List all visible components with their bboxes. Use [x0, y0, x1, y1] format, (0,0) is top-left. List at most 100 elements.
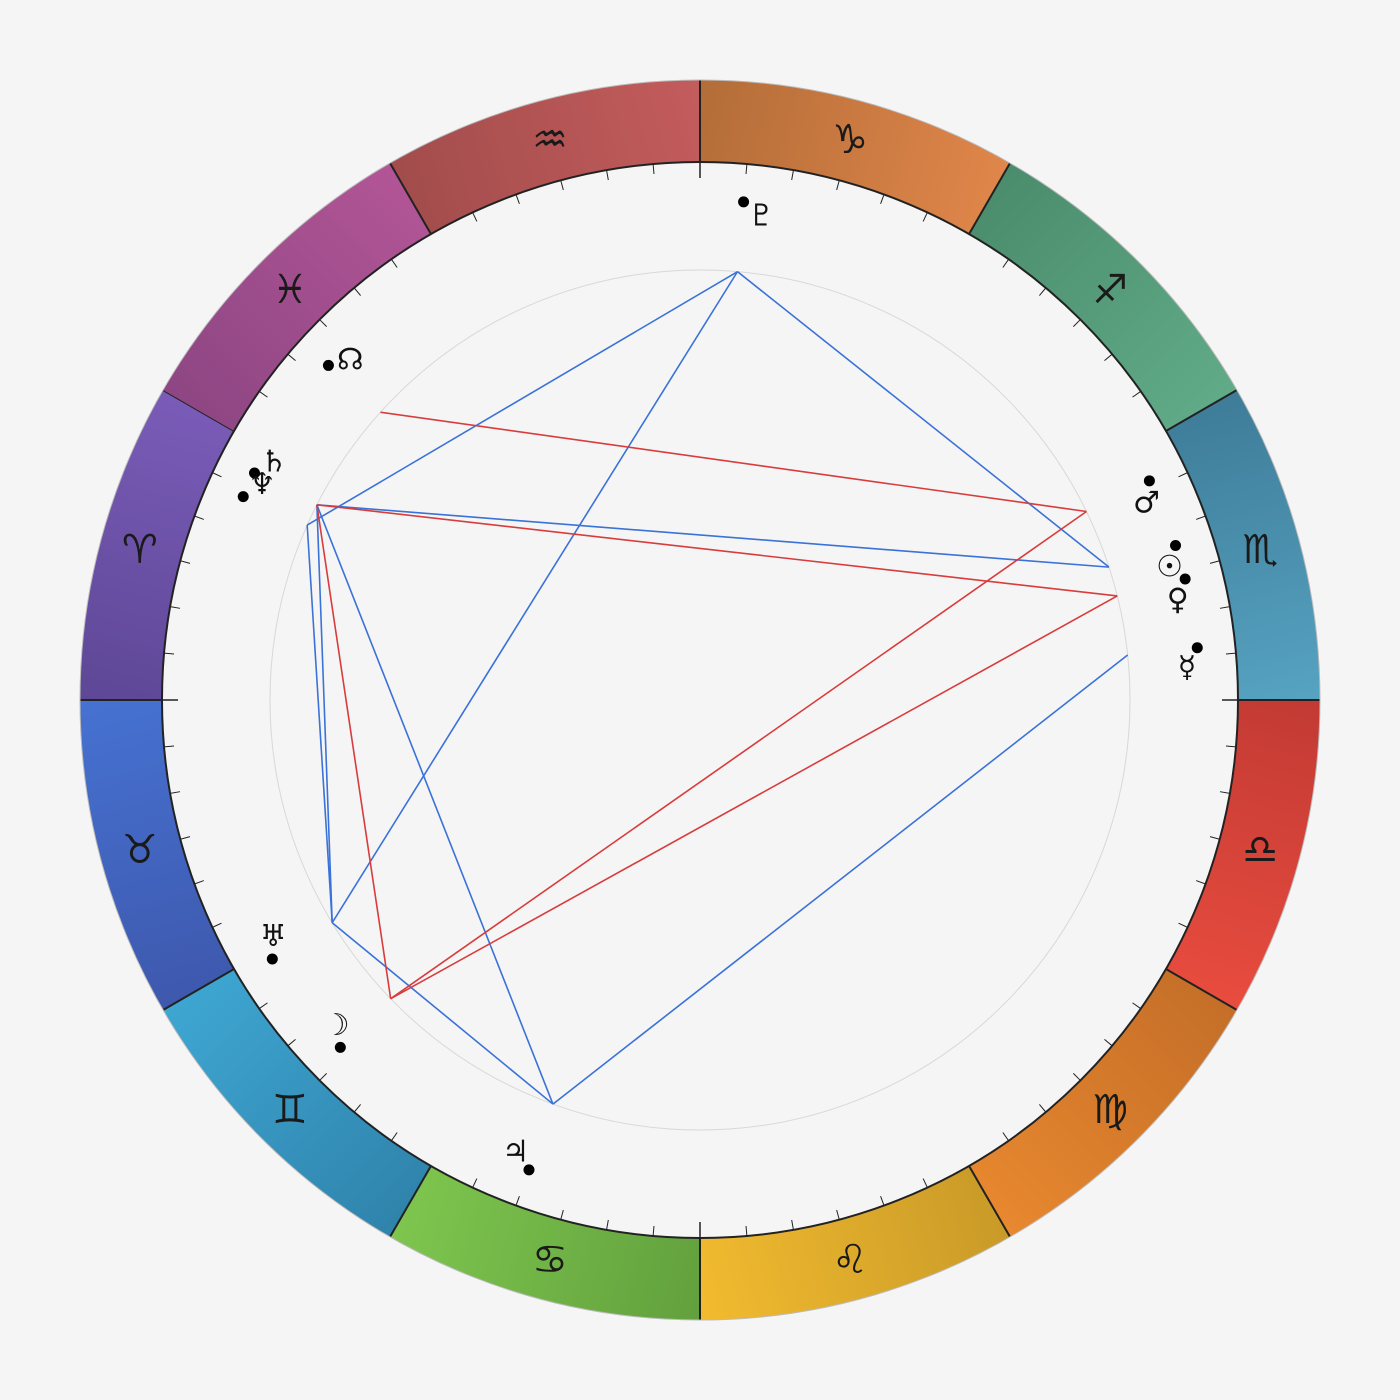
sign-divider — [162, 968, 235, 1011]
degree-tick — [880, 194, 885, 205]
degree-tick — [353, 1104, 361, 1113]
aspect-line-pluto-sun — [736, 271, 1110, 568]
sign-segment-leo — [700, 1165, 1010, 1320]
degree-tick — [836, 180, 840, 191]
degree-tick — [164, 652, 175, 655]
degree-tick — [1209, 560, 1220, 564]
planet-dot-mercury — [1191, 642, 1203, 654]
degree-tick — [1132, 1002, 1141, 1009]
degree-tick — [259, 1002, 268, 1009]
degree-tick — [287, 1039, 296, 1047]
sign-segment-libra — [1165, 700, 1320, 1010]
planet-dot-saturn — [248, 467, 260, 479]
degree-tick — [170, 606, 181, 609]
sign-symbol-libra: ♎ — [1242, 827, 1278, 873]
degree-tick — [922, 1178, 928, 1188]
degree-tick — [1072, 1072, 1081, 1081]
planet-dot-venus — [1179, 573, 1191, 585]
outer-wheel-edge — [79, 79, 1321, 1321]
degree-tick — [1225, 652, 1236, 655]
degree-tick — [1219, 791, 1230, 794]
planet-dot-mars — [1143, 475, 1155, 487]
planet-symbol-moon: ☽ — [323, 1008, 350, 1043]
sign-symbol-taurus: ♉ — [122, 827, 158, 873]
degree-tick — [1209, 836, 1220, 840]
sign-segment-capricorn — [700, 80, 1010, 235]
degree-tick — [472, 1178, 478, 1188]
degree-tick — [180, 560, 191, 564]
sign-divider — [1165, 389, 1238, 432]
planet-symbol-venus: ♀ — [1167, 583, 1189, 618]
sign-segment-cancer — [390, 1165, 700, 1320]
planet-symbol-uranus: ♅ — [260, 919, 287, 954]
degree-tick — [319, 1072, 328, 1081]
planet-dot-neptune — [237, 491, 249, 503]
degree-tick — [319, 319, 328, 328]
degree-tick — [1039, 1104, 1047, 1113]
degree-tick — [259, 391, 268, 398]
degree-tick — [1072, 319, 1081, 328]
degree-tick — [836, 1209, 840, 1220]
aspect-line-uranus-neptune — [306, 525, 333, 923]
planet-dot-north-node — [322, 359, 334, 371]
planet-markers: ♅ ☽ ♃ ☿ ♀☉ ♂ ♇ ☊ ♄♆ — [237, 196, 1203, 1176]
sign-segment-sagittarius — [969, 163, 1237, 431]
sign-segment-gemini — [163, 969, 431, 1237]
sign-segment-scorpio — [1165, 390, 1320, 700]
planet-symbol-jupiter: ♃ — [502, 1134, 529, 1169]
planet-dot-pluto — [738, 196, 750, 208]
aspect-line-moon-venus — [390, 595, 1118, 1000]
sign-segment-pisces — [163, 163, 431, 431]
aspect-circle — [269, 269, 1131, 1131]
degree-tick — [391, 1132, 398, 1141]
sign-symbol-aquarius: ♒ — [532, 117, 568, 163]
sign-symbol-virgo: ♍ — [1092, 1087, 1128, 1133]
degree-tick — [194, 515, 205, 520]
planet-symbol-mars: ♂ — [1133, 486, 1160, 521]
degree-tick — [1178, 922, 1188, 928]
aspect-line-saturn-sun — [316, 503, 1110, 568]
sign-symbol-leo: ♌ — [832, 1237, 868, 1283]
sign-symbol-sagittarius: ♐ — [1092, 267, 1128, 313]
degree-tick — [560, 180, 564, 191]
degree-tick — [194, 880, 205, 885]
degree-tick — [1039, 287, 1047, 296]
degree-tick — [922, 212, 928, 222]
sign-segment-taurus — [80, 700, 235, 1010]
degree-tick — [1132, 391, 1141, 398]
degree-tick — [606, 170, 609, 181]
sign-symbol-gemini: ♊ — [272, 1087, 308, 1133]
degree-tick — [212, 472, 222, 478]
degree-tick — [791, 1219, 794, 1230]
degree-tick — [652, 1225, 655, 1236]
degree-tick — [652, 164, 655, 175]
sign-symbol-cancer: ♋ — [532, 1237, 568, 1283]
degree-tick — [791, 170, 794, 181]
degree-tick — [1219, 606, 1230, 609]
degree-tick — [606, 1219, 609, 1230]
planet-symbol-sun: ☉ — [1156, 550, 1183, 585]
planet-symbol-saturn: ♄ — [261, 444, 288, 479]
sign-segment-aquarius — [390, 80, 700, 235]
sign-divider — [1165, 968, 1238, 1011]
aspect-line-moon-saturn — [316, 504, 392, 999]
sign-segment-virgo — [969, 969, 1237, 1237]
planet-symbol-north-node: ☊ — [337, 342, 364, 377]
aspect-line-uranus-jupiter — [331, 922, 554, 1105]
sign-segment-aries — [80, 390, 235, 700]
degree-tick — [745, 164, 748, 175]
planet-dot-sun — [1170, 539, 1182, 551]
sign-symbol-scorpio: ♏ — [1242, 527, 1278, 573]
degree-tick — [1002, 1132, 1009, 1141]
degree-tick — [391, 259, 398, 268]
aspect-line-uranus-pluto — [331, 271, 739, 924]
degree-tick — [164, 745, 175, 748]
degree-tick — [515, 194, 520, 205]
degree-tick — [1225, 745, 1236, 748]
sign-symbol-pisces: ♓ — [272, 267, 308, 313]
zodiac-sign-ring: ♈ ♉ ♊ ♋ ♌ ♍ ♎ ♏ ♐ ♑ ♒ ♓ — [80, 80, 1320, 1320]
degree-tick — [1002, 259, 1009, 268]
degree-ticks — [162, 162, 1238, 1238]
sign-divider — [389, 1165, 432, 1238]
